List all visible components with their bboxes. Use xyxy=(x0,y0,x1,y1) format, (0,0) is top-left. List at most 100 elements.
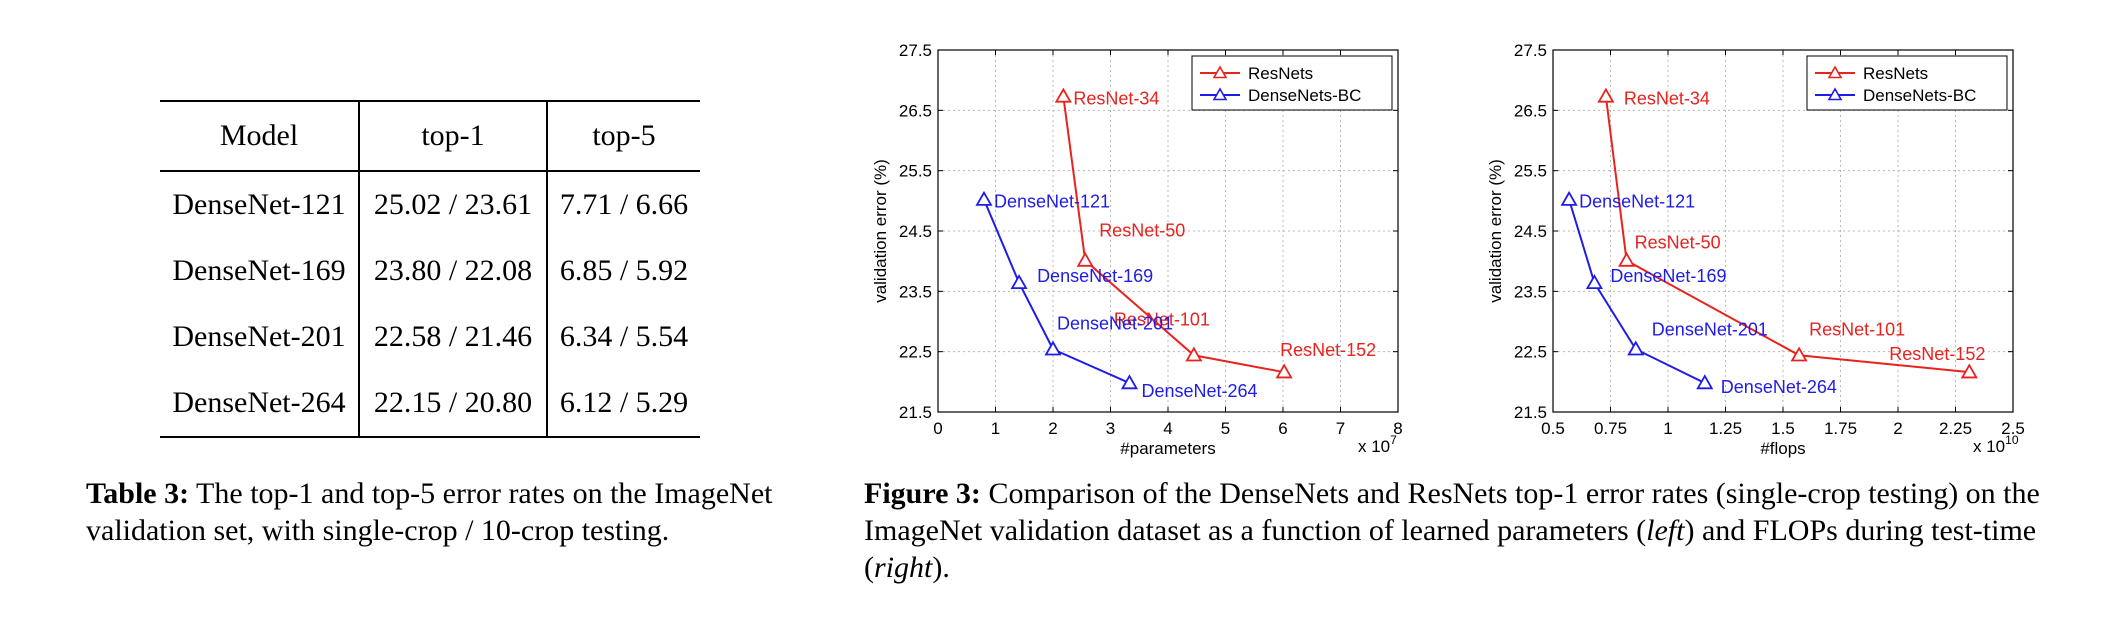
x-multiplier: x 1010 xyxy=(1973,433,2019,456)
data-point-marker xyxy=(1054,87,1072,103)
cell-top5: 6.85 / 5.92 xyxy=(546,238,700,304)
data-point-label: DenseNet-201 xyxy=(1652,319,1768,339)
x-tick-label: 2 xyxy=(1893,419,1902,438)
figure-caption-label: Figure 3: xyxy=(864,477,981,510)
legend-label: ResNets xyxy=(1248,64,1313,83)
data-point-label: ResNet-152 xyxy=(1280,340,1376,360)
x-tick-label: 1.75 xyxy=(1824,419,1857,438)
legend-label: DenseNets-BC xyxy=(1863,86,1976,105)
x-tick-label: 2.5 xyxy=(2001,419,2025,438)
data-point-label: DenseNet-121 xyxy=(1579,192,1695,212)
data-point-marker xyxy=(1076,251,1094,267)
x-tick-label: 0.75 xyxy=(1594,419,1627,438)
x-tick-label: 1.25 xyxy=(1709,419,1742,438)
x-tick-label: 4 xyxy=(1163,419,1172,438)
data-point-marker xyxy=(1560,190,1578,206)
data-point-marker xyxy=(975,190,993,206)
data-point-marker xyxy=(1585,274,1603,290)
x-axis-label: #flops xyxy=(1760,439,1805,458)
y-tick-label: 21.5 xyxy=(1514,403,1547,422)
figure-caption-right: right xyxy=(874,551,933,584)
cell-top1: 25.02 / 23.61 xyxy=(358,171,547,238)
y-tick-label: 24.5 xyxy=(899,222,932,241)
y-tick-label: 23.5 xyxy=(1514,282,1547,301)
data-point-marker xyxy=(1790,346,1808,362)
table-row: DenseNet-169 23.80 / 22.08 6.85 / 5.92 xyxy=(160,238,700,304)
cell-top1: 22.58 / 21.46 xyxy=(358,304,547,370)
table-row: DenseNet-201 22.58 / 21.46 6.34 / 5.54 xyxy=(160,304,700,370)
data-point-marker xyxy=(1010,274,1028,290)
resnets-line xyxy=(1604,96,1970,374)
x-tick-label: 0.5 xyxy=(1541,419,1565,438)
chart-flops: 0.5 0.75 1 1.25 1.5 1.75 2 2.25 2.5 21.5 22.5 23.5 2… xyxy=(1486,41,2025,458)
legend-swatch-marker xyxy=(1827,65,1843,79)
data-point-label: DenseNet-169 xyxy=(1037,266,1153,286)
data-point-marker xyxy=(1696,374,1714,390)
header-model: Model xyxy=(219,119,299,152)
legend-label: DenseNets-BC xyxy=(1248,86,1361,105)
x-tick-label: 6 xyxy=(1278,419,1287,438)
cell-model: DenseNet-201 xyxy=(172,320,346,353)
figure-caption-left: left xyxy=(1646,514,1685,547)
y-tick-label: 22.5 xyxy=(899,343,932,362)
data-point-marker xyxy=(1618,251,1636,267)
results-table: Model top-1 top-5 DenseNet-121 25.02 / 2… xyxy=(160,100,700,438)
legend-swatch-marker xyxy=(1212,65,1228,79)
figure-caption-text-c: ). xyxy=(932,551,950,584)
x-tick-label: 0 xyxy=(933,419,942,438)
y-tick-label: 23.5 xyxy=(899,282,932,301)
table-header-row: Model top-1 top-5 xyxy=(160,101,700,171)
x-tick-label: 1.5 xyxy=(1771,419,1795,438)
data-point-label: ResNet-152 xyxy=(1889,344,1985,364)
legend-swatch-marker xyxy=(1212,87,1228,101)
table-caption-text: The top-1 and top-5 error rates on the I… xyxy=(86,477,773,547)
data-point-label: DenseNet-169 xyxy=(1610,266,1726,286)
cell-top1: 23.80 / 22.08 xyxy=(358,238,547,304)
table-row: DenseNet-121 25.02 / 23.61 7.71 / 6.66 xyxy=(160,171,700,238)
figure-caption-text-b: ) and FLOPs during test-time ( xyxy=(864,514,2037,584)
cell-top5: 7.71 / 6.66 xyxy=(546,171,700,238)
y-tick-label: 22.5 xyxy=(1514,343,1547,362)
x-tick-label: 5 xyxy=(1221,419,1230,438)
table-caption-label: Table 3: xyxy=(86,477,190,510)
data-point-marker xyxy=(1044,340,1062,356)
data-point-marker xyxy=(1960,363,1978,379)
chart-parameters: 0 1 2 3 4 5 6 7 8 21.5 22.5 23.5 24.5 25.5 26.5 27.5 #pa… xyxy=(871,41,1403,458)
cell-model: DenseNet-264 xyxy=(172,386,346,419)
cell-model: DenseNet-169 xyxy=(172,254,346,287)
table-caption: Table 3: The top-1 and top-5 error rates… xyxy=(86,475,786,549)
data-point-label: ResNet-101 xyxy=(1114,309,1210,329)
legend-label: ResNets xyxy=(1863,64,1928,83)
legend-box xyxy=(1806,55,2008,111)
x-tick-label: 1 xyxy=(1663,419,1672,438)
x-tick-label: 1 xyxy=(991,419,1000,438)
figure-caption: Figure 3: Comparison of the DenseNets an… xyxy=(864,475,2094,586)
x-tick-label: 2 xyxy=(1048,419,1057,438)
x-tick-label: 7 xyxy=(1336,419,1345,438)
x-axis-label: #parameters xyxy=(1120,439,1215,458)
legend-box xyxy=(1191,55,1393,111)
y-tick-label: 27.5 xyxy=(1514,41,1547,60)
y-tick-label: 26.5 xyxy=(1514,101,1547,120)
cell-top1: 22.15 / 20.80 xyxy=(358,370,547,437)
header-top1: top-1 xyxy=(358,101,547,171)
resnets-line xyxy=(1062,96,1285,374)
y-tick-label: 27.5 xyxy=(899,41,932,60)
header-top5: top-5 xyxy=(546,101,700,171)
data-point-label: DenseNet-264 xyxy=(1721,377,1837,397)
data-point-marker xyxy=(1627,340,1645,356)
y-tick-label: 21.5 xyxy=(899,403,932,422)
y-axis-label: validation error (%) xyxy=(871,159,890,303)
data-point-label: ResNet-50 xyxy=(1635,233,1721,253)
data-point-label: ResNet-50 xyxy=(1099,221,1185,241)
data-point-label: ResNet-34 xyxy=(1624,88,1710,108)
y-tick-label: 25.5 xyxy=(1514,162,1547,181)
table-row: DenseNet-264 22.15 / 20.80 6.12 / 5.29 xyxy=(160,370,700,437)
y-tick-label: 26.5 xyxy=(899,101,932,120)
data-point-marker xyxy=(1185,346,1203,362)
data-point-label: ResNet-34 xyxy=(1073,88,1159,108)
x-tick-label: 3 xyxy=(1106,419,1115,438)
densenets-line xyxy=(983,199,1130,384)
x-tick-label: 2.25 xyxy=(1939,419,1972,438)
data-point-marker xyxy=(1120,374,1139,390)
